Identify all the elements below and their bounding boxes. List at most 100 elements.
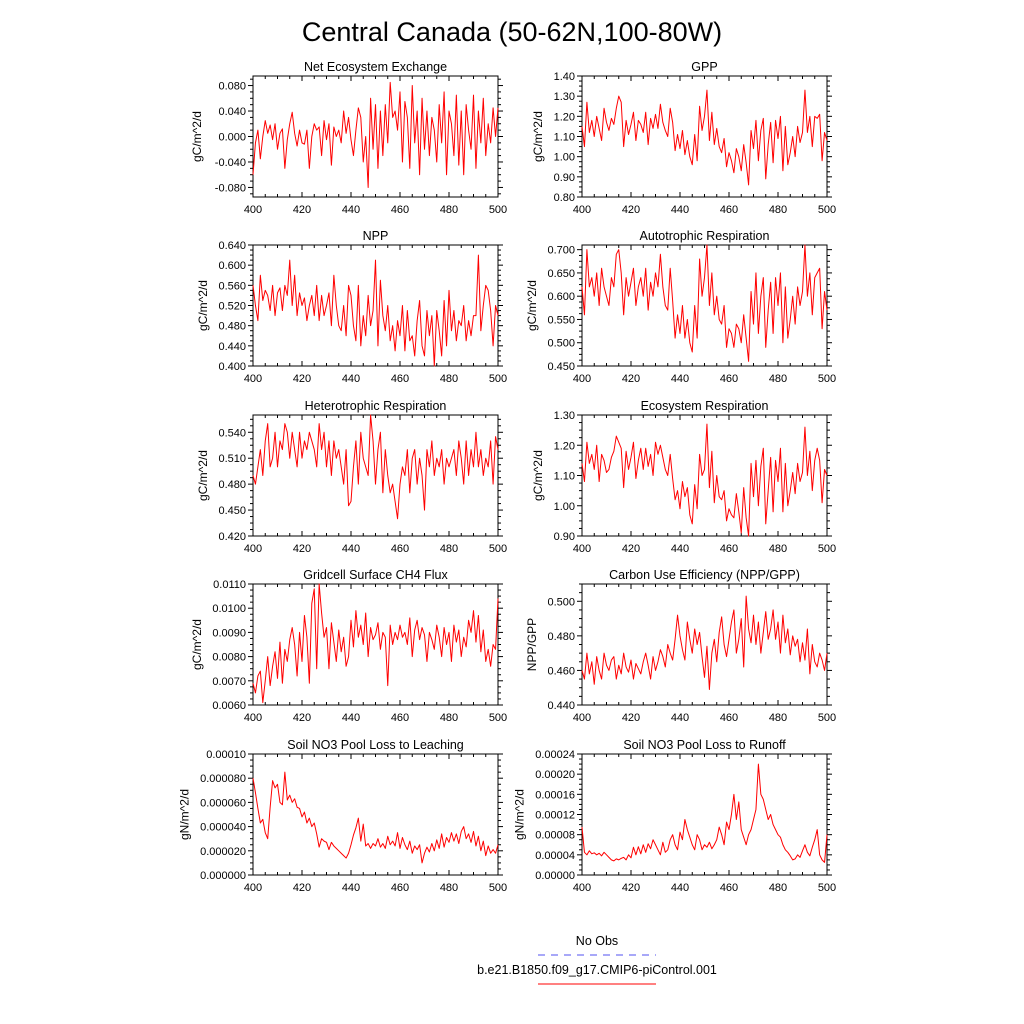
series-line <box>252 771 499 864</box>
series-line <box>581 423 828 537</box>
x-tick-label: 500 <box>489 712 507 724</box>
x-tick-label: 440 <box>342 882 360 894</box>
panel-title: Autotrophic Respiration <box>640 229 770 243</box>
y-axis-label: gC/m^2/d <box>531 450 545 501</box>
y-tick-label: 0.450 <box>218 505 246 517</box>
legend-label-no-obs: No Obs <box>576 934 618 948</box>
y-tick-label: 0.00000 <box>535 870 575 882</box>
y-tick-label: 1.30 <box>554 410 575 422</box>
y-tick-label: 0.000 <box>218 132 246 144</box>
y-axis-label: NPP/GPP <box>525 618 539 671</box>
x-tick-label: 400 <box>244 204 262 216</box>
y-tick-label: -0.040 <box>215 157 246 169</box>
y-tick-label: 0.90 <box>554 172 575 184</box>
x-tick-label: 480 <box>440 712 458 724</box>
x-tick-label: 420 <box>622 204 640 216</box>
y-tick-label: 0.550 <box>547 314 575 326</box>
x-tick-label: 500 <box>489 373 507 385</box>
series-line <box>581 595 828 690</box>
panel-title: Ecosystem Respiration <box>641 399 769 413</box>
y-tick-label: 0.0070 <box>212 676 246 688</box>
x-tick-label: 420 <box>293 373 311 385</box>
y-tick-label: 1.20 <box>554 440 575 452</box>
x-tick-label: 420 <box>622 712 640 724</box>
y-tick-label: 0.650 <box>547 268 575 280</box>
x-tick-label: 460 <box>720 373 738 385</box>
y-tick-label: 0.600 <box>218 260 246 272</box>
y-tick-label: 0.700 <box>547 245 575 257</box>
panel-title: Carbon Use Efficiency (NPP/GPP) <box>609 568 800 582</box>
x-tick-label: 440 <box>671 543 689 555</box>
y-axis-label: gC/m^2/d <box>190 111 204 162</box>
y-tick-label: 0.00010 <box>206 749 246 761</box>
x-tick-label: 500 <box>489 882 507 894</box>
panel-title: Heterotrophic Respiration <box>305 399 447 413</box>
y-tick-label: 0.0060 <box>212 700 246 712</box>
panel-net-ecosystem-exchange: 400 420 440 460 480 500 -0.080 -0.040 0.000 0.040… <box>190 60 507 216</box>
y-tick-label: 0.560 <box>218 280 246 292</box>
y-axis-label: gC/m^2/d <box>531 111 545 162</box>
y-tick-label: 0.90 <box>554 531 575 543</box>
y-tick-label: 0.440 <box>547 700 575 712</box>
x-tick-label: 480 <box>440 373 458 385</box>
y-tick-label: 0.000000 <box>200 870 246 882</box>
x-tick-label: 460 <box>391 712 409 724</box>
y-axis-label: gN/m^2/d <box>513 789 527 840</box>
y-tick-label: 0.440 <box>218 341 246 353</box>
panel-carbon-use-efficiency-npp-gpp: 400 420 440 460 480 500 0.440 0.460 0.480 0.500 Ca… <box>525 568 836 724</box>
panel-gridcell-surface-ch4-flux: 400 420 440 460 480 500 0.0060 0.0070 0.0080 0.00… <box>190 568 507 724</box>
y-tick-label: 0.460 <box>547 665 575 677</box>
legend: No Obs b.e21.B1850.f09_g17.CMIP6-piContr… <box>477 934 717 985</box>
y-tick-label: 0.520 <box>218 301 246 313</box>
x-tick-label: 480 <box>440 882 458 894</box>
panel-title: Soil NO3 Pool Loss to Leaching <box>287 738 464 752</box>
y-tick-label: 0.600 <box>547 291 575 303</box>
y-tick-label: 1.10 <box>554 471 575 483</box>
y-axis-label: gN/m^2/d <box>177 789 191 840</box>
x-tick-label: 480 <box>769 543 787 555</box>
y-tick-label: 0.000060 <box>200 797 246 809</box>
y-tick-label: 0.450 <box>547 361 575 373</box>
x-tick-label: 420 <box>293 882 311 894</box>
x-tick-label: 460 <box>720 543 738 555</box>
panel-title: Soil NO3 Pool Loss to Runoff <box>623 738 786 752</box>
series-line <box>581 89 828 186</box>
x-tick-label: 400 <box>573 712 591 724</box>
y-tick-label: 0.80 <box>554 192 575 204</box>
y-tick-label: -0.080 <box>215 182 246 194</box>
x-tick-label: 400 <box>573 882 591 894</box>
y-tick-label: 0.000080 <box>200 773 246 785</box>
y-tick-label: 0.000040 <box>200 822 246 834</box>
main-title: Central Canada (50-62N,100-80W) <box>302 17 722 47</box>
y-tick-label: 0.00004 <box>535 850 575 862</box>
y-tick-label: 0.000020 <box>200 846 246 858</box>
x-tick-label: 500 <box>818 882 836 894</box>
y-axis-label: gC/m^2/d <box>525 280 539 331</box>
panel-title: GPP <box>691 60 717 74</box>
panel-heterotrophic-respiration: 400 420 440 460 480 500 0.420 0.450 0.480 0.510 0.… <box>196 399 507 555</box>
x-tick-label: 440 <box>671 882 689 894</box>
x-tick-label: 460 <box>391 882 409 894</box>
y-tick-label: 0.00016 <box>535 789 575 801</box>
y-tick-label: 0.400 <box>218 361 246 373</box>
y-axis-label: gC/m^2/d <box>190 619 204 670</box>
x-tick-label: 460 <box>720 712 738 724</box>
y-tick-label: 0.00008 <box>535 830 575 842</box>
x-tick-label: 440 <box>342 373 360 385</box>
panel-title: Gridcell Surface CH4 Flux <box>303 568 448 582</box>
y-tick-label: 0.00012 <box>535 810 575 822</box>
x-tick-label: 440 <box>342 204 360 216</box>
y-tick-label: 0.480 <box>547 631 575 643</box>
x-tick-label: 500 <box>818 204 836 216</box>
series-line <box>581 763 828 863</box>
x-tick-label: 400 <box>244 712 262 724</box>
series-line <box>252 81 499 188</box>
panel-ecosystem-respiration: 400 420 440 460 480 500 0.90 1.00 1.10 1.20 1.30 Ec… <box>531 399 836 555</box>
panel-gpp: 400 420 440 460 480 500 0.80 0.90 1.00 1.10 1.20 1.… <box>531 60 836 216</box>
y-tick-label: 1.30 <box>554 91 575 103</box>
x-tick-label: 460 <box>391 204 409 216</box>
y-tick-label: 1.00 <box>554 152 575 164</box>
x-tick-label: 500 <box>818 543 836 555</box>
y-axis-label: gC/m^2/d <box>196 280 210 331</box>
